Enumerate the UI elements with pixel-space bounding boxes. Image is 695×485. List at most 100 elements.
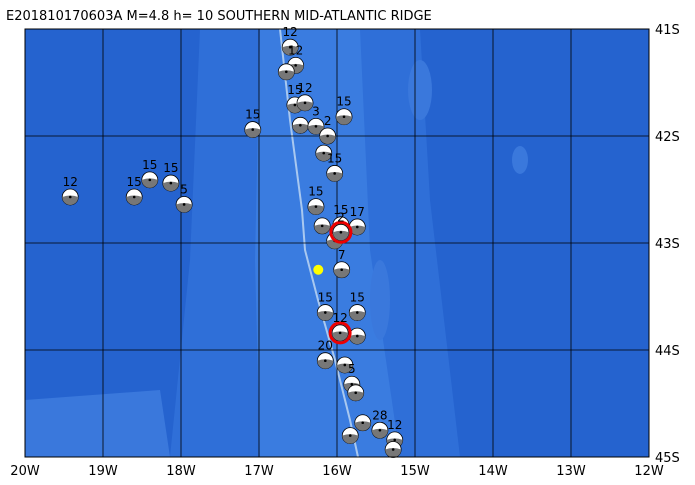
highlight-ring bbox=[329, 220, 353, 244]
beachball-dot bbox=[314, 205, 318, 208]
event bbox=[384, 441, 402, 458]
beachball-quadrant bbox=[319, 134, 336, 144]
event-label: 12 bbox=[387, 418, 402, 432]
beachball-dot bbox=[378, 428, 382, 432]
event bbox=[348, 327, 366, 345]
event-label: 3 bbox=[312, 104, 320, 118]
event bbox=[313, 217, 331, 235]
x-tick-label: 19W bbox=[88, 464, 118, 479]
event-label: 15 bbox=[333, 203, 348, 217]
beachball-dot bbox=[299, 124, 302, 127]
beachball-dot bbox=[324, 311, 327, 314]
event bbox=[315, 144, 333, 162]
beachball-dot bbox=[68, 195, 72, 199]
beachball-quadrant bbox=[307, 205, 324, 215]
beachball-dot bbox=[338, 331, 342, 335]
y-tick-label: 45S bbox=[655, 451, 680, 466]
beachball-dot bbox=[355, 334, 359, 338]
event: 15 bbox=[244, 108, 262, 138]
beachball-dot bbox=[354, 391, 358, 395]
y-tick-label: 41S bbox=[655, 23, 680, 38]
beachball-dot bbox=[391, 448, 395, 451]
event-label: 15 bbox=[287, 83, 302, 97]
event-label: 15 bbox=[336, 95, 351, 109]
event: 15 bbox=[335, 95, 353, 126]
event-label: 15 bbox=[245, 108, 260, 122]
event: 17 bbox=[348, 205, 366, 236]
beachball-dot bbox=[303, 101, 307, 105]
beachball-quadrant bbox=[162, 181, 179, 192]
event-label: 15 bbox=[163, 161, 178, 175]
beachball-dot bbox=[293, 103, 297, 107]
event: 15 bbox=[162, 161, 180, 192]
beachball-dot bbox=[348, 434, 352, 437]
beachball-quadrant bbox=[349, 334, 366, 345]
beachball-dot bbox=[355, 311, 359, 314]
x-tick-label: 12W bbox=[634, 464, 664, 479]
beachball-dot bbox=[132, 195, 136, 199]
beachball-quadrant bbox=[62, 195, 79, 205]
beachball-dot bbox=[182, 203, 186, 206]
event-label: 7 bbox=[338, 248, 346, 262]
event bbox=[336, 356, 354, 374]
beachball-quadrant bbox=[333, 268, 350, 278]
beachball-quadrant bbox=[315, 151, 332, 162]
beachball-quadrant bbox=[176, 202, 193, 213]
event bbox=[291, 116, 309, 134]
beachball-quadrant bbox=[349, 225, 366, 235]
beachball-dot bbox=[251, 128, 255, 131]
map-title: E201810170603A M=4.8 h= 10 SOUTHERN MID-… bbox=[6, 9, 432, 24]
event-label: 12 bbox=[332, 311, 347, 325]
highlight-ring bbox=[328, 321, 352, 345]
beachball-quadrant bbox=[385, 448, 402, 458]
beachball-quadrant bbox=[336, 115, 353, 125]
event-label: 2 bbox=[324, 114, 332, 128]
event: 2 bbox=[329, 210, 353, 244]
event-label: 28 bbox=[372, 408, 387, 422]
x-tick-label: 17W bbox=[244, 464, 274, 479]
event: 15 bbox=[326, 151, 344, 182]
event-label: 17 bbox=[350, 205, 365, 219]
ridge-axis bbox=[279, 28, 359, 458]
beachball-dot bbox=[294, 64, 297, 67]
beachball-quadrant bbox=[317, 311, 334, 321]
event: 15 bbox=[307, 185, 325, 216]
event: 12 bbox=[328, 311, 352, 345]
event: 3 bbox=[307, 104, 325, 135]
y-tick-label: 44S bbox=[655, 344, 680, 359]
beachball-quadrant bbox=[126, 195, 143, 205]
event: 2 bbox=[319, 114, 337, 145]
x-tick-label: 18W bbox=[166, 464, 196, 479]
beachball-quadrant bbox=[297, 101, 314, 111]
event: 15 bbox=[348, 291, 366, 321]
beachball-dot bbox=[342, 115, 346, 119]
beachball-quadrant bbox=[326, 171, 343, 182]
y-tick-label: 42S bbox=[655, 130, 680, 145]
event: 12 bbox=[61, 175, 79, 206]
event: 5 bbox=[175, 182, 193, 213]
beachball-dot bbox=[340, 268, 343, 272]
beachball-dot bbox=[343, 363, 347, 367]
beachball-quadrant bbox=[371, 428, 388, 439]
event: 20 bbox=[316, 339, 334, 370]
event-label: 5 bbox=[348, 362, 356, 376]
event-label: 15 bbox=[350, 291, 365, 305]
event: 12 bbox=[296, 81, 314, 112]
event-label: 5 bbox=[180, 182, 188, 196]
event-label: 15 bbox=[308, 185, 323, 199]
beachball-quadrant bbox=[332, 331, 349, 341]
event-label: 12 bbox=[283, 25, 298, 39]
beachball-quadrant bbox=[278, 70, 295, 80]
beachball-dot bbox=[333, 172, 336, 175]
beachball-quadrant bbox=[292, 123, 309, 134]
event bbox=[354, 414, 372, 432]
beachball-dot bbox=[339, 231, 343, 234]
beachball-dot bbox=[169, 181, 173, 185]
x-tick-label: 13W bbox=[556, 464, 586, 479]
beachball-dot bbox=[322, 151, 326, 155]
beachball-quadrant bbox=[332, 230, 349, 241]
x-tick-label: 20W bbox=[10, 464, 40, 479]
beachball-dot bbox=[350, 382, 354, 386]
beachball-dot bbox=[361, 421, 365, 425]
